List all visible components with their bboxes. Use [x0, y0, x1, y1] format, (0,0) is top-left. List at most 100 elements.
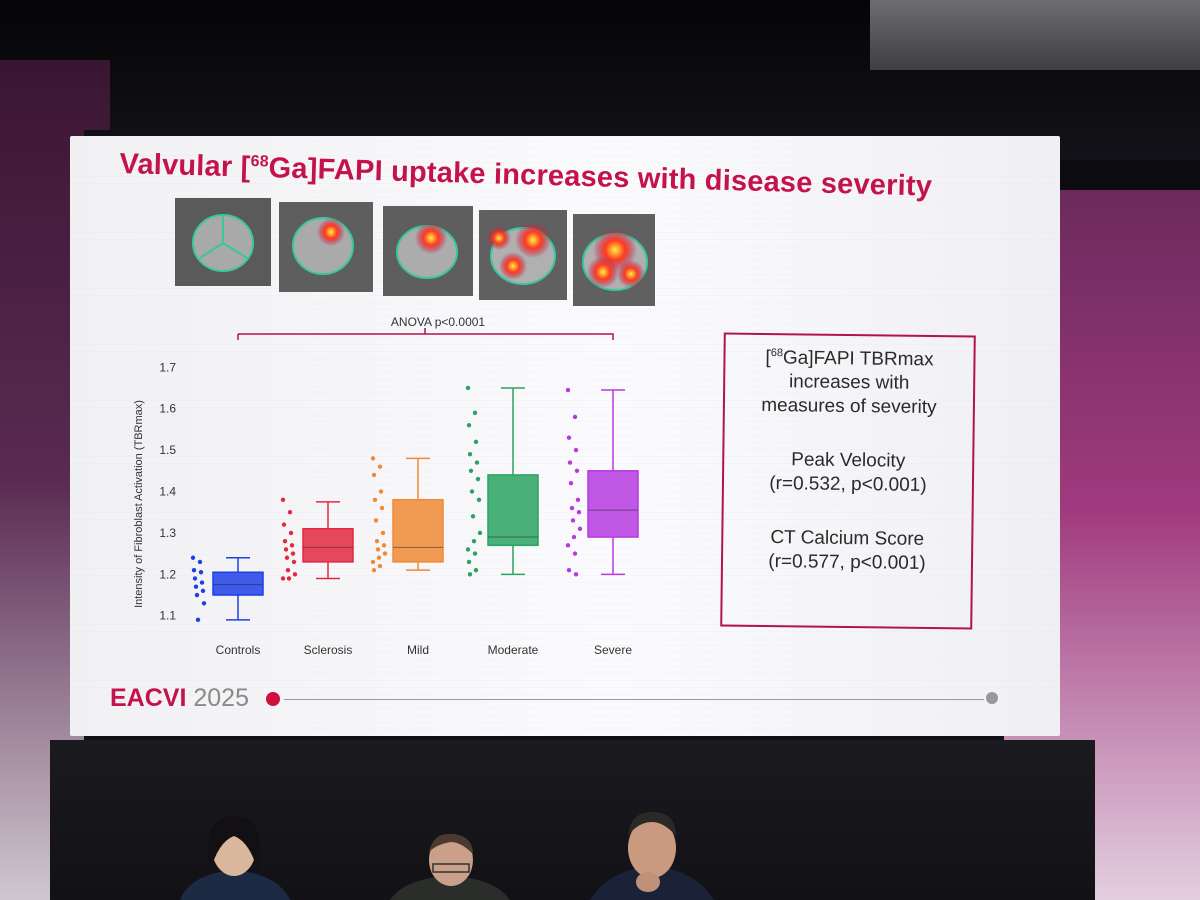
data-point [194, 592, 200, 598]
data-point [465, 547, 471, 552]
scan-sclerosis [279, 202, 373, 292]
data-point [473, 439, 479, 445]
data-point [573, 447, 579, 453]
footer-dot [266, 692, 280, 706]
y-tick-label: 1.5 [159, 443, 176, 457]
data-point [283, 547, 289, 552]
y-tick-label: 1.4 [159, 485, 176, 499]
data-point [292, 572, 298, 577]
data-point [471, 538, 477, 544]
data-point [467, 452, 473, 457]
summary-ct-calcium: CT Calcium Score [770, 527, 925, 551]
data-point [378, 489, 384, 494]
data-point [377, 563, 383, 569]
data-point [565, 387, 571, 393]
data-point [290, 551, 296, 556]
box-iqr [212, 571, 264, 596]
data-point [195, 617, 201, 623]
data-point [566, 435, 572, 440]
box-sclerosis [280, 497, 354, 581]
data-point [477, 530, 483, 536]
data-point [565, 543, 571, 548]
data-point [190, 555, 196, 560]
x-tick-label: Moderate [488, 643, 539, 657]
data-point [469, 489, 475, 494]
data-point [288, 530, 294, 536]
data-point [191, 567, 197, 573]
y-tick-label: 1.3 [159, 526, 176, 540]
data-point [199, 580, 205, 585]
scan-moderate [479, 210, 567, 300]
data-point [576, 510, 582, 515]
data-point [373, 518, 379, 523]
data-point [379, 505, 385, 511]
data-point [371, 472, 377, 478]
data-point [198, 570, 204, 575]
data-point [575, 497, 581, 502]
anova-annotation: ANOVA p<0.0001 [391, 315, 486, 329]
data-point [569, 505, 575, 511]
summary-ct-calcium-stats: (r=0.577, p<0.001) [768, 551, 926, 575]
x-tick-label: Controls [216, 643, 261, 657]
y-tick-label: 1.2 [159, 567, 176, 581]
x-tick-label: Mild [407, 643, 429, 657]
x-tick-label: Severe [594, 643, 632, 657]
data-point [291, 559, 297, 565]
box-mild [370, 456, 444, 573]
summary-line-2: increases with [788, 371, 910, 395]
pet-ct-scan-images [175, 198, 655, 306]
data-point [281, 522, 287, 527]
y-tick-label: 1.7 [159, 360, 176, 374]
data-point [287, 510, 293, 515]
x-tick-label: Sclerosis [304, 643, 353, 657]
y-tick-label: 1.6 [159, 402, 176, 416]
box-controls [190, 555, 264, 623]
data-point [370, 456, 376, 461]
data-point [382, 551, 388, 556]
data-point [476, 497, 482, 502]
panelist-right [590, 812, 714, 900]
data-point [475, 476, 481, 482]
box-plot-chart: ANOVA p<0.0001 Intensity of Fibroblast A… [133, 315, 639, 657]
y-axis-label: Intensity of Fibroblast Activation (TBRm… [133, 400, 145, 608]
scan-mild [383, 206, 473, 296]
data-point [282, 538, 288, 544]
data-point [289, 543, 295, 548]
summary-box: [68Ga]FAPI TBRmax increases with measure… [720, 332, 976, 630]
data-point [200, 588, 206, 594]
data-point [284, 555, 290, 560]
data-point [280, 576, 286, 581]
data-point [370, 559, 376, 565]
scan-severe [573, 214, 655, 306]
summary-peak-velocity-stats: (r=0.532, p<0.001) [769, 473, 927, 497]
box-iqr [392, 499, 444, 563]
data-point [472, 410, 478, 416]
data-point [572, 414, 578, 420]
data-point [380, 530, 386, 536]
lighting-truss [870, 0, 1200, 70]
data-point [201, 601, 207, 606]
data-point [375, 547, 381, 552]
footer-brand: EACVI 2025 [110, 684, 249, 712]
data-point [466, 423, 472, 428]
data-point [372, 497, 378, 502]
data-point [467, 572, 473, 577]
data-point [566, 567, 572, 573]
box-moderate [465, 385, 539, 577]
data-point [280, 497, 286, 502]
data-point [371, 567, 377, 573]
data-point [374, 538, 380, 544]
data-point [570, 518, 576, 523]
data-point [474, 460, 480, 465]
data-point [573, 572, 579, 577]
summary-line-3: measures of severity [761, 395, 937, 419]
data-point [572, 551, 578, 556]
data-point [376, 555, 382, 560]
data-point [571, 534, 577, 540]
box-iqr [587, 470, 639, 538]
data-point [197, 559, 203, 565]
summary-peak-velocity: Peak Velocity [791, 449, 906, 473]
data-point [381, 543, 387, 548]
data-point [286, 576, 292, 581]
data-point [472, 551, 478, 556]
